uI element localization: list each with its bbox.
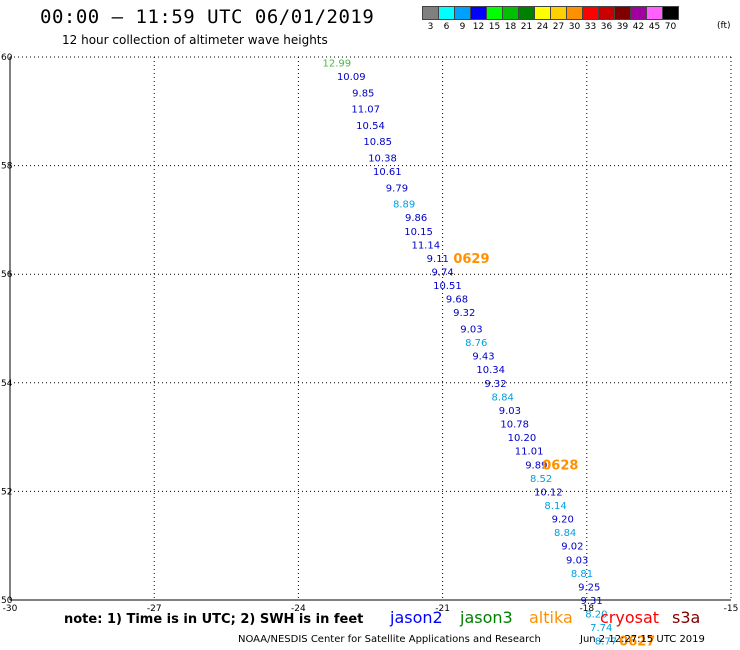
swh-data-label: 8.20 bbox=[585, 610, 607, 621]
colorbar-labels: 3 6 9 12 15 18 21 24 27 30 33 36 39 42 45 70 bbox=[422, 20, 678, 34]
swh-data-label: 11.01 bbox=[515, 447, 544, 458]
y-tick-label: 52 bbox=[1, 487, 12, 497]
colorbar-swatches bbox=[422, 6, 679, 20]
chart-subtitle: 12 hour collection of altimeter wave hei… bbox=[62, 33, 328, 47]
swh-data-label: 9.11 bbox=[427, 254, 449, 265]
swh-data-label: 11.07 bbox=[351, 105, 380, 116]
x-tick-label: -18 bbox=[579, 604, 594, 614]
swh-data-label: 8.52 bbox=[530, 474, 552, 485]
credit-text: NOAA/NESDIS Center for Satellite Applica… bbox=[238, 634, 541, 645]
swh-data-label: 9.68 bbox=[446, 295, 468, 306]
swh-data-label: 9.02 bbox=[561, 542, 583, 553]
swh-data-label: 10.38 bbox=[368, 153, 397, 164]
credit-timestamp: Jun 2 12:27:15 UTC 2019 bbox=[580, 634, 705, 645]
swh-data-label: 10.54 bbox=[356, 121, 385, 132]
x-tick-label: -24 bbox=[291, 604, 306, 614]
swh-data-label: 10.15 bbox=[404, 227, 433, 238]
y-tick-label: 60 bbox=[1, 53, 13, 63]
swh-data-label: 8.14 bbox=[544, 501, 566, 512]
colorbar-label: 24 bbox=[536, 22, 549, 32]
legend-altika: altika bbox=[529, 608, 573, 627]
swh-data-label: 9.74 bbox=[431, 267, 453, 278]
colorbar-label: 45 bbox=[648, 22, 661, 32]
swh-data-label: 9.25 bbox=[578, 582, 600, 593]
colorbar-label: 70 bbox=[664, 22, 677, 32]
swh-data-label: 8.84 bbox=[554, 528, 576, 539]
colorbar-label: 33 bbox=[584, 22, 597, 32]
swh-data-label: 10.34 bbox=[476, 365, 505, 376]
colorbar-label: 27 bbox=[552, 22, 565, 32]
swh-data-label: 9.79 bbox=[386, 183, 408, 194]
swh-data-label: 9.89 bbox=[525, 460, 547, 471]
colorbar-label: 30 bbox=[568, 22, 581, 32]
swh-data-label: 10.51 bbox=[433, 281, 462, 292]
swh-data-label: 10.85 bbox=[363, 137, 392, 148]
colorbar-label: 9 bbox=[459, 22, 466, 32]
x-tick-label: -15 bbox=[724, 604, 739, 614]
swh-data-label: 9.03 bbox=[566, 555, 588, 566]
swh-data-label: 9.32 bbox=[453, 308, 475, 319]
y-tick-label: 50 bbox=[1, 596, 13, 606]
swh-data-label: 8.77 bbox=[595, 637, 617, 648]
swh-data-label: 9.03 bbox=[460, 325, 482, 336]
legend-jason3: jason3 bbox=[460, 608, 513, 627]
x-tick-label: -27 bbox=[147, 604, 162, 614]
colorbar-label: 21 bbox=[520, 22, 533, 32]
colorbar-label: 15 bbox=[488, 22, 501, 32]
colorbar-label: 39 bbox=[616, 22, 629, 32]
colorbar-label: 18 bbox=[504, 22, 517, 32]
colorbar-unit: (ft) bbox=[717, 21, 731, 31]
swh-data-label: 12.99 bbox=[323, 58, 352, 69]
swh-data-label: 10.61 bbox=[373, 167, 402, 178]
swh-data-label: 10.12 bbox=[534, 487, 563, 498]
swh-data-label: 9.20 bbox=[552, 515, 574, 526]
colorbar-label: 42 bbox=[632, 22, 645, 32]
colorbar-label: 6 bbox=[443, 22, 450, 32]
swh-data-label: 8.89 bbox=[393, 200, 415, 211]
x-tick-label: -30 bbox=[3, 604, 18, 614]
swh-data-label: 9.32 bbox=[484, 379, 506, 390]
footer-note: note: 1) Time is in UTC; 2) SWH is in fe… bbox=[64, 612, 364, 627]
swh-data-label: 10.09 bbox=[337, 72, 366, 83]
swh-data-label: 9.85 bbox=[352, 88, 374, 99]
colorbar-swatch bbox=[662, 6, 679, 20]
swh-data-label: 9.86 bbox=[405, 213, 427, 224]
colorbar-label: 3 bbox=[427, 22, 434, 32]
x-tick-label: -21 bbox=[435, 604, 450, 614]
swh-data-label: 9.03 bbox=[499, 406, 521, 417]
colorbar-label: 12 bbox=[472, 22, 485, 32]
swh-data-label: 8.81 bbox=[571, 569, 593, 580]
y-tick-label: 54 bbox=[1, 379, 13, 389]
y-tick-label: 56 bbox=[1, 270, 13, 280]
swh-data-label: 10.78 bbox=[500, 420, 529, 431]
swh-data-label: 8.84 bbox=[492, 392, 514, 403]
legend-cryosat: cryosat bbox=[600, 608, 660, 627]
colorbar-label: 36 bbox=[600, 22, 613, 32]
y-tick-label: 58 bbox=[1, 162, 13, 172]
swh-data-label: 9.43 bbox=[472, 352, 494, 363]
legend-s3a: s3a bbox=[672, 608, 701, 627]
legend-jason2: jason2 bbox=[390, 608, 443, 627]
swh-data-label: 10.20 bbox=[508, 433, 537, 444]
swh-data-label: 11.14 bbox=[411, 240, 440, 251]
chart-title: 00:00 – 11:59 UTC 06/01/2019 bbox=[40, 6, 375, 28]
swh-data-label: 8.76 bbox=[465, 338, 487, 349]
time-annotation: 0627 bbox=[619, 635, 655, 650]
colorbar: 3 6 9 12 15 18 21 24 27 30 33 36 39 42 45 70 bbox=[422, 6, 679, 34]
time-annotation: 0628 bbox=[542, 458, 578, 473]
time-annotation: 0629 bbox=[453, 252, 489, 267]
swh-data-label: 9.31 bbox=[580, 596, 602, 607]
swh-data-label: 7.74 bbox=[590, 623, 612, 634]
